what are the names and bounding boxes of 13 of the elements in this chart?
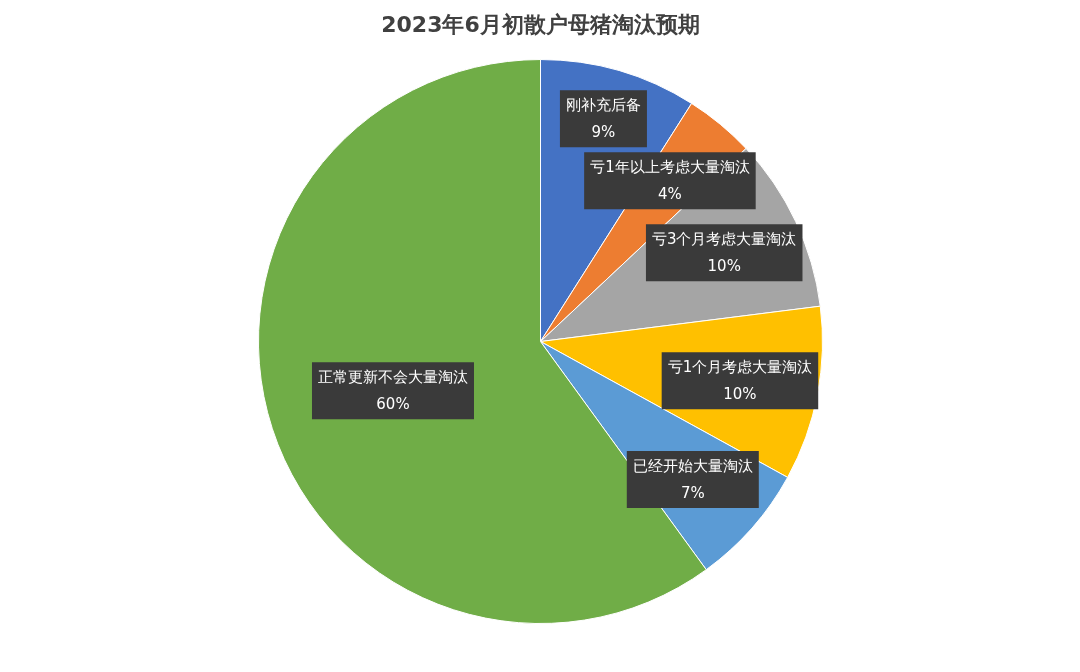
data-label: 60% — [376, 395, 410, 414]
data-label: 9% — [591, 123, 616, 142]
data-label: 10% — [707, 257, 741, 276]
slice-label: 正常更新不会大量淘汰 — [317, 368, 468, 387]
data-label: 10% — [723, 385, 757, 404]
chart-title: 2023年6月初散户母猪淘汰预期 — [381, 11, 700, 37]
slice-label: 亏1个月考虑大量淘汰 — [667, 358, 813, 377]
slice-label: 亏1年以上考虑大量淘汰 — [590, 158, 750, 177]
data-label: 7% — [680, 484, 705, 503]
slice-label: 刚补充后备 — [565, 96, 641, 115]
data-label: 4% — [658, 185, 682, 204]
slice-label: 已经开始大量淘汰 — [632, 457, 753, 476]
slice-label: 亏3个月考虑大量淘汰 — [651, 230, 797, 249]
